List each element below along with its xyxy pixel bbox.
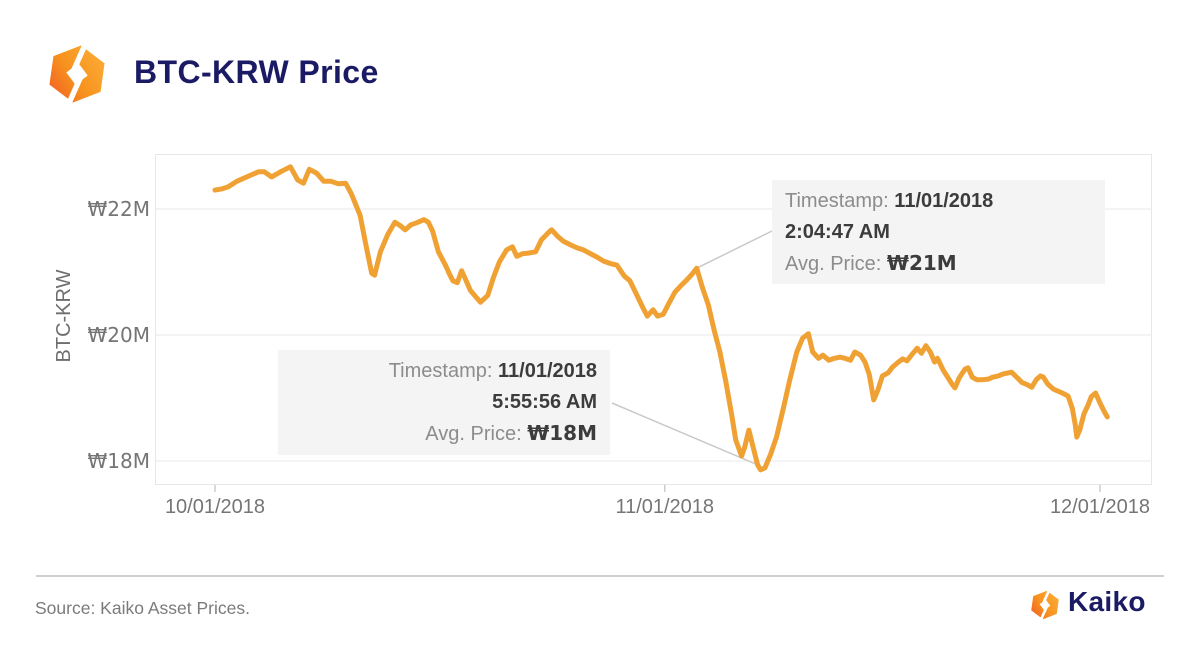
y-tick-label: ₩20M bbox=[87, 323, 150, 347]
y-tick-label: ₩22M bbox=[87, 197, 150, 221]
x-tick-label: 10/01/2018 bbox=[164, 496, 266, 518]
avg-price-label: Avg. Price: bbox=[785, 253, 882, 275]
y-axis-title: BTC-KRW bbox=[53, 269, 75, 363]
source-attribution: Source: Kaiko Asset Prices. bbox=[35, 598, 250, 618]
kaiko-footer-logo-icon bbox=[1031, 590, 1059, 620]
x-tick-label: 11/01/2018 bbox=[615, 496, 715, 518]
price-line-series[interactable] bbox=[212, 164, 1110, 473]
y-tick-label: ₩18M bbox=[87, 449, 150, 473]
tooltip-time-line: 2:04:47 AM bbox=[785, 217, 1092, 248]
timestamp-time: 2:04:47 AM bbox=[785, 221, 890, 243]
x-tick-label: 12/01/2018 bbox=[1049, 496, 1151, 518]
tooltip-callout-line bbox=[611, 402, 758, 466]
tooltip-timestamp-line: Timestamp: 11/01/2018 bbox=[785, 186, 1092, 217]
tooltip-price-line: Avg. Price: ₩21M bbox=[785, 248, 1092, 280]
tooltip-time-line: 5:55:56 AM bbox=[291, 387, 597, 418]
tooltip-avg-price-21m: Timestamp: 11/01/2018 2:04:47 AM Avg. Pr… bbox=[772, 180, 1105, 284]
avg-price-value: ₩18M bbox=[527, 421, 597, 445]
avg-price-value: ₩21M bbox=[886, 251, 957, 275]
timestamp-date: 11/01/2018 bbox=[894, 190, 994, 212]
timestamp-time: 5:55:56 AM bbox=[492, 391, 597, 413]
kaiko-logo-icon bbox=[49, 44, 105, 104]
page-title: BTC-KRW Price bbox=[134, 54, 379, 90]
avg-price-label: Avg. Price: bbox=[425, 423, 522, 445]
tooltip-avg-price-18m: Timestamp: 11/01/2018 5:55:56 AM Avg. Pr… bbox=[278, 350, 610, 455]
tooltip-timestamp-line: Timestamp: 11/01/2018 bbox=[291, 356, 597, 387]
timestamp-date: 11/01/2018 bbox=[498, 360, 597, 382]
tooltip-price-line: Avg. Price: ₩18M bbox=[291, 418, 597, 450]
tooltip-callout-line bbox=[696, 230, 773, 269]
timestamp-label: Timestamp: bbox=[785, 190, 889, 212]
footer-divider bbox=[36, 575, 1164, 577]
timestamp-label: Timestamp: bbox=[388, 360, 493, 382]
kaiko-wordmark: Kaiko bbox=[1068, 586, 1146, 617]
